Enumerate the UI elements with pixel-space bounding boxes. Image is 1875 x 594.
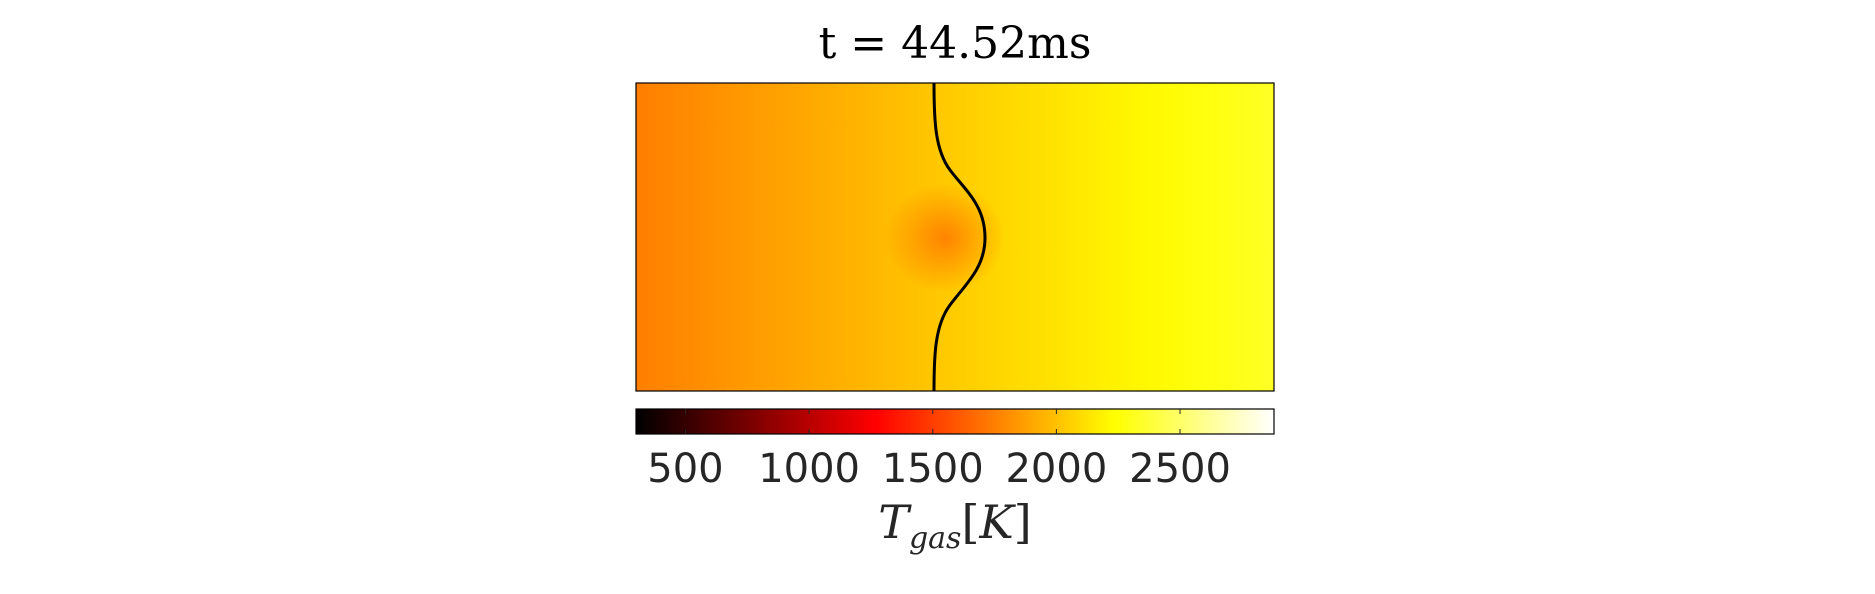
colorbar-tick-label-2000: 2000 <box>1005 446 1107 492</box>
plot-frame <box>635 82 1275 392</box>
contour-line <box>932 83 987 391</box>
colorbar-tick-label-1500: 1500 <box>882 446 984 492</box>
colorbar-label-unit: K <box>978 495 1016 549</box>
heatmap-area <box>636 83 1274 391</box>
colorbar-tick-labels: 500 1000 1500 2000 2500 <box>647 446 1231 492</box>
colorbar-gradient <box>636 409 1274 434</box>
colorbar-ticks <box>684 409 1181 434</box>
title-unit: ms <box>1027 18 1091 69</box>
colorbar-label-symbol: T <box>878 495 912 549</box>
title-prefix: t = <box>819 18 902 69</box>
title-value: 44.52 <box>901 18 1027 69</box>
heatmap-hotspot <box>885 183 1005 293</box>
colorbar-label: Tgas[K] <box>878 495 1031 556</box>
chart-title: t = 44.52ms <box>819 18 1092 69</box>
colorbar-tick-label-500: 500 <box>647 446 723 492</box>
colorbar-label-subscript: gas <box>909 521 962 556</box>
colorbar-tick-label-1000: 1000 <box>758 446 860 492</box>
colorbar-label-close: ] <box>1014 495 1032 549</box>
colorbar-label-open: [ <box>961 495 979 549</box>
colorbar-frame <box>635 408 1275 435</box>
colorbar: 500 1000 1500 2000 2500 <box>635 408 1275 492</box>
colorbar-tick-label-2500: 2500 <box>1129 446 1231 492</box>
